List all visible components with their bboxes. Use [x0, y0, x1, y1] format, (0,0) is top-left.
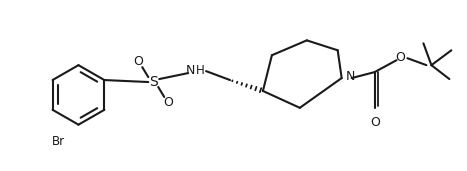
Text: O: O	[163, 96, 173, 109]
Text: O: O	[396, 51, 405, 64]
Text: H: H	[196, 64, 205, 77]
Text: N: N	[186, 64, 195, 77]
Text: N: N	[346, 70, 355, 83]
Text: S: S	[149, 75, 158, 89]
Text: O: O	[371, 116, 381, 129]
Text: Br: Br	[51, 135, 64, 148]
Text: O: O	[134, 55, 143, 68]
